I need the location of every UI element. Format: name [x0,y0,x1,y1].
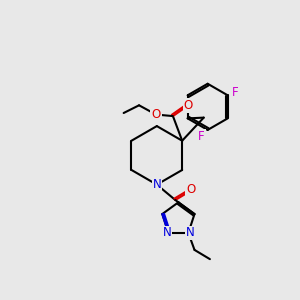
Text: O: O [152,108,160,121]
Text: N: N [185,226,194,239]
Text: N: N [163,226,171,239]
Text: F: F [232,86,239,100]
Text: F: F [198,130,205,142]
Text: N: N [152,178,161,191]
Text: O: O [184,99,193,112]
Text: O: O [186,183,195,196]
